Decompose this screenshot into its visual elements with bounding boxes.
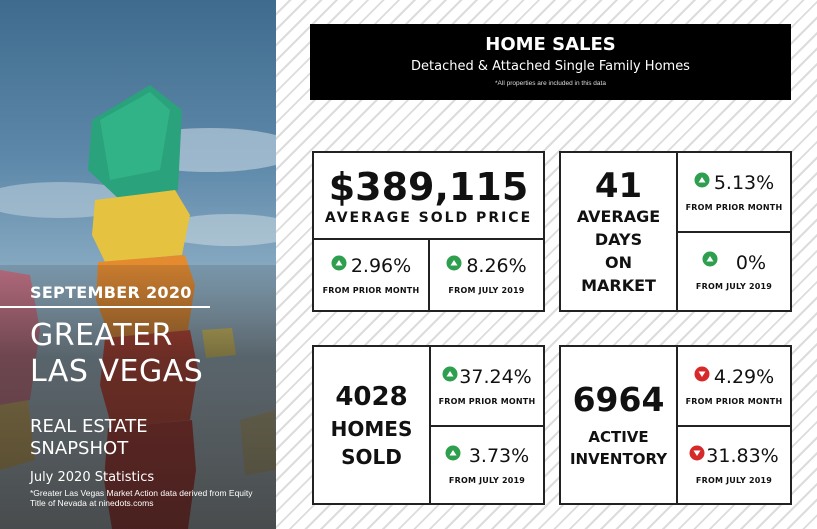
inventory-prior-year-pct: 31.83% bbox=[706, 445, 779, 468]
triangle-up-circle-icon bbox=[702, 250, 718, 272]
triangle-up-circle-icon bbox=[442, 365, 458, 387]
homes-sold-value: 4028 bbox=[335, 382, 408, 412]
header-subtitle: Detached & Attached Single Family Homes bbox=[411, 59, 690, 74]
price-prior-month: 2.96% FROM PRIOR MONTH bbox=[312, 238, 430, 312]
average-price-value: $389,115 bbox=[328, 164, 529, 209]
sold-prior-year: 3.73% FROM JULY 2019 bbox=[429, 425, 545, 505]
days-prior-year-pct: 0% bbox=[735, 251, 767, 274]
days-label-2: DAYS bbox=[594, 229, 643, 249]
inventory-prior-year: 31.83% FROM JULY 2019 bbox=[676, 425, 792, 505]
triangle-up-circle-icon bbox=[446, 254, 462, 276]
stats-period: July 2020 Statistics bbox=[30, 470, 155, 485]
days-prior-month-label: FROM PRIOR MONTH bbox=[685, 202, 783, 212]
sold-prior-year-pct: 3.73% bbox=[468, 445, 530, 468]
price-main: $389,115 AVERAGE SOLD PRICE bbox=[312, 151, 545, 240]
days-value: 41 bbox=[594, 165, 643, 206]
cover-photo bbox=[0, 0, 276, 529]
sold-prior-month: 37.24% FROM PRIOR MONTH bbox=[429, 345, 545, 427]
average-price-label: AVERAGE SOLD PRICE bbox=[324, 209, 533, 226]
days-label-3: ON bbox=[605, 252, 632, 272]
days-prior-month-pct: 5.13% bbox=[713, 172, 775, 195]
triangle-up-circle-icon bbox=[331, 254, 347, 276]
snapshot-title: REAL ESTATE SNAPSHOT bbox=[30, 416, 148, 460]
inventory-prior-month-label: FROM PRIOR MONTH bbox=[685, 396, 783, 406]
days-prior-year-label: FROM JULY 2019 bbox=[695, 282, 773, 292]
region-title-line2: LAS VEGAS bbox=[30, 354, 204, 389]
days-prior-month: 5.13% FROM PRIOR MONTH bbox=[676, 151, 792, 233]
triangle-down-circle-icon bbox=[694, 365, 710, 387]
days-prior-year: 0% FROM JULY 2019 bbox=[676, 231, 792, 312]
report-month: SEPTEMBER 2020 bbox=[30, 283, 192, 302]
price-prior-month-label: FROM PRIOR MONTH bbox=[322, 285, 420, 295]
price-prior-year: 8.26% FROM JULY 2019 bbox=[428, 238, 545, 312]
days-label-4: MARKET bbox=[581, 275, 656, 295]
month-underline bbox=[0, 306, 210, 308]
inventory-label-1: ACTIVE bbox=[588, 428, 649, 446]
header-banner: HOME SALES Detached & Attached Single Fa… bbox=[310, 24, 791, 100]
inventory-value: 6964 bbox=[572, 380, 665, 419]
inventory-label-2: INVENTORY bbox=[569, 450, 668, 468]
triangle-up-circle-icon bbox=[445, 444, 461, 466]
inventory-prior-year-label: FROM JULY 2019 bbox=[695, 475, 773, 485]
days-label-1: AVERAGE bbox=[576, 206, 661, 226]
days-main: 41 AVERAGE DAYS ON MARKET bbox=[559, 151, 678, 312]
price-prior-year-pct: 8.26% bbox=[466, 255, 527, 278]
inventory-prior-month: 4.29% FROM PRIOR MONTH bbox=[676, 345, 792, 427]
homes-sold-label-2: SOLD bbox=[341, 445, 402, 469]
header-title: HOME SALES bbox=[485, 34, 616, 55]
snapshot-title-line1: REAL ESTATE bbox=[30, 416, 148, 437]
inventory-main: 6964 ACTIVE INVENTORY bbox=[559, 345, 678, 505]
price-prior-year-label: FROM JULY 2019 bbox=[448, 285, 525, 295]
sold-main: 4028 HOMES SOLD bbox=[312, 345, 431, 505]
photo-overlay bbox=[0, 265, 276, 529]
sold-prior-month-pct: 37.24% bbox=[459, 366, 532, 389]
source-note: *Greater Las Vegas Market Action data de… bbox=[30, 488, 253, 508]
inventory-prior-month-pct: 4.29% bbox=[713, 366, 775, 389]
sold-prior-year-label: FROM JULY 2019 bbox=[448, 475, 526, 485]
region-title-line1: GREATER bbox=[30, 318, 173, 353]
price-prior-month-pct: 2.96% bbox=[350, 255, 412, 278]
triangle-down-circle-icon bbox=[689, 444, 705, 466]
header-note: *All properties are included in this dat… bbox=[495, 80, 606, 87]
snapshot-title-line2: SNAPSHOT bbox=[30, 438, 129, 459]
homes-sold-label-1: HOMES bbox=[330, 417, 413, 441]
triangle-up-circle-icon bbox=[694, 171, 710, 193]
region-title: GREATER LAS VEGAS bbox=[30, 318, 270, 390]
sold-prior-month-label: FROM PRIOR MONTH bbox=[438, 396, 536, 406]
